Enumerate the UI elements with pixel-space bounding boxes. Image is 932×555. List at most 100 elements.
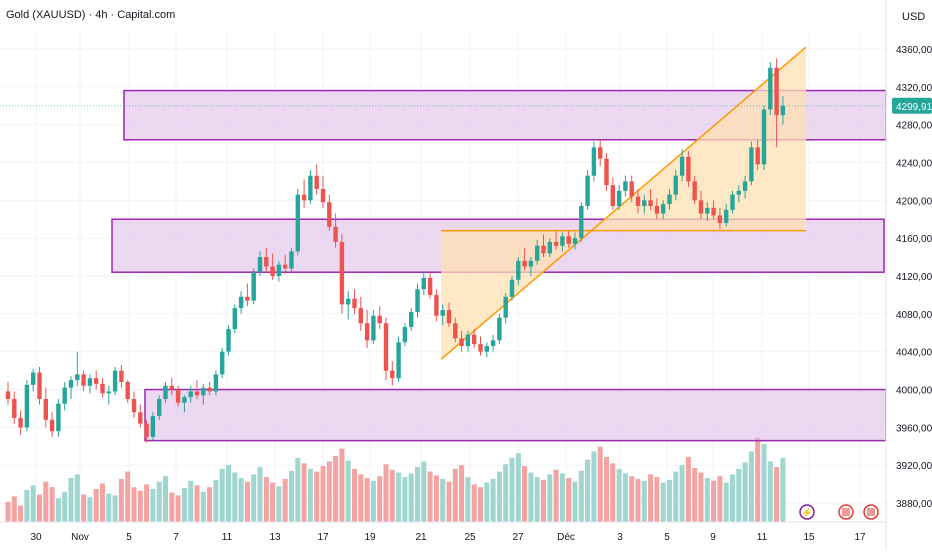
volume-bar (87, 497, 93, 522)
volume-bar (515, 453, 521, 522)
volume-bar (490, 478, 496, 522)
volume-bar (667, 479, 672, 522)
candle-body (528, 260, 534, 267)
candle-body (43, 399, 48, 420)
volume-bar (345, 460, 351, 522)
volume-bar (503, 464, 509, 522)
candle-body (301, 194, 307, 201)
volume-bar (761, 444, 767, 522)
last-price-label: 4299,91 (896, 102, 932, 113)
y-tick-label: 4040,00 (896, 348, 932, 359)
volume-bar (74, 474, 80, 522)
volume-bar (704, 478, 710, 522)
candle-body (661, 204, 666, 214)
volume-bar (578, 470, 584, 522)
volume-bar (320, 466, 326, 522)
volume-bar (18, 505, 24, 522)
currency-label: USD (902, 11, 925, 23)
y-tick-label: 4000,00 (896, 386, 932, 397)
volume-bar (465, 477, 471, 522)
last-price-badge: 4299,91 (892, 97, 932, 114)
volume-bar (137, 490, 143, 522)
volume-bar (402, 477, 408, 522)
candle-body (698, 200, 704, 214)
volume-bar (282, 478, 288, 522)
candle-body (62, 387, 67, 404)
x-tick-label: 17 (854, 532, 866, 543)
candle-body (440, 310, 445, 316)
volume-bar (100, 483, 105, 522)
candle-body (352, 298, 357, 309)
candle-body (377, 315, 382, 324)
volume-bar (755, 437, 761, 522)
candle-body (585, 175, 590, 206)
candle-body (459, 338, 464, 347)
volume-bar (314, 471, 320, 522)
candle-body (730, 194, 735, 210)
volume-bar (169, 492, 175, 522)
volume-bar (289, 470, 294, 522)
candle-body (238, 296, 244, 309)
candle-body (409, 311, 414, 328)
x-tick-label: 13 (269, 532, 281, 543)
candle-body (673, 175, 678, 195)
volume-bar (251, 474, 257, 522)
volume-bar (692, 467, 698, 522)
x-tick-label: 21 (415, 532, 427, 543)
volume-bar (270, 482, 276, 522)
candle-body (270, 266, 275, 276)
candle-body (780, 105, 786, 116)
candle-body (157, 399, 162, 417)
volume-bar (547, 474, 553, 522)
volume-bar (37, 494, 42, 522)
volume-bar (200, 491, 206, 522)
candle-body (705, 207, 710, 214)
candle-body (736, 190, 741, 195)
volume-bar (207, 487, 213, 522)
x-tick-label: 15 (803, 532, 815, 543)
candle-body (75, 374, 80, 381)
volume-bar (471, 484, 477, 522)
volume-bar (93, 489, 99, 522)
y-tick-label: 3960,00 (896, 423, 932, 434)
volume-bar (219, 468, 225, 522)
candle-body (553, 241, 559, 246)
volume-bar (408, 473, 414, 522)
volume-bar (648, 474, 654, 522)
price-axis-bg (886, 0, 932, 550)
candle-body (547, 241, 552, 254)
volume-bar (358, 474, 364, 522)
last-price-badge-bg (892, 97, 932, 114)
candle-body (465, 334, 471, 347)
wedge-pattern (440, 46, 807, 360)
volume-bar (440, 478, 446, 522)
volume-bar (307, 468, 313, 522)
x-tick-label: 17 (317, 532, 329, 543)
x-tick-label: 7 (173, 532, 179, 543)
y-tick-label: 4200,00 (896, 196, 932, 207)
volume-bar (534, 477, 540, 522)
candle-body (503, 296, 508, 318)
candle-body (711, 207, 716, 216)
candle-body (572, 238, 578, 244)
volume-bar (641, 480, 647, 522)
candle-body (201, 387, 206, 396)
candle-body (24, 384, 30, 428)
candle-body (18, 417, 23, 428)
x-tick-label: 9 (710, 532, 716, 543)
candle-body (94, 378, 99, 384)
y-tick-label: 4280,00 (896, 121, 932, 132)
volume-bar (339, 448, 345, 522)
volume-bar (685, 456, 691, 522)
candle-body (175, 389, 181, 403)
candle-body (648, 200, 653, 206)
candle-body (106, 391, 111, 394)
volume-bar (11, 496, 17, 522)
volume-bar (496, 471, 502, 522)
volume-bar (118, 478, 124, 522)
candle-body (251, 272, 256, 301)
candle-body (163, 385, 168, 399)
volume-bar (24, 489, 30, 522)
